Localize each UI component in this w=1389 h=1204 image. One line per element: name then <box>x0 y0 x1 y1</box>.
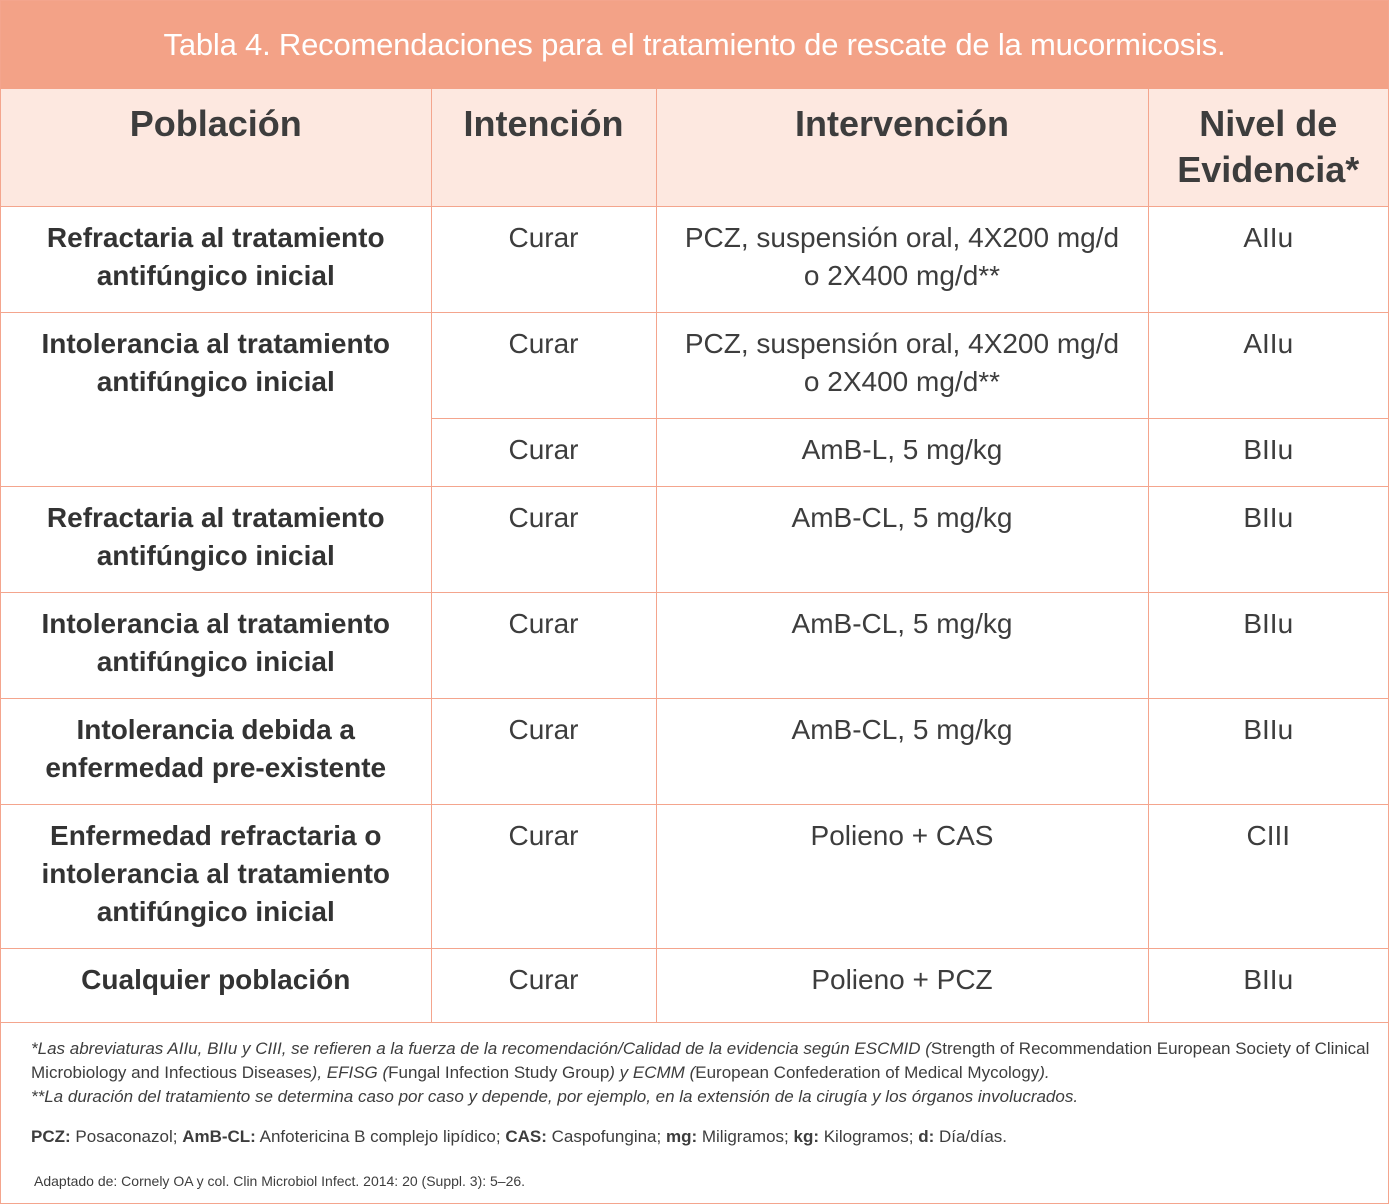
footnotes: *Las abreviaturas AIIu, BIIu y CIII, se … <box>31 1037 1371 1109</box>
abbr-term: AmB-CL: <box>182 1127 256 1146</box>
cell-intencion: Curar <box>430 947 657 1023</box>
cell-poblacion-line2: antifúngico inicial <box>96 365 335 397</box>
cell-poblacion: Refractaria al tratamiento antifúngico in… <box>1 485 432 593</box>
cell-poblacion-line3: antifúngico inicial <box>96 895 335 927</box>
abbr-def: Caspofungina; <box>546 1127 666 1146</box>
table-row: Cualquier población Curar Polieno + PCZ … <box>1 947 1388 1023</box>
cell-intencion: Curar <box>430 485 657 593</box>
cell-poblacion-line1: Intolerancia debida a <box>76 713 356 745</box>
cell-nivel: BIIu <box>1147 947 1388 1023</box>
abbr-def: Anfotericina B complejo lipídico; <box>255 1127 506 1146</box>
source-citation: Adaptado de: Cornely OA y col. Clin Micr… <box>34 1173 526 1189</box>
cell-nivel: AIIu <box>1147 311 1388 419</box>
header-nivel-line2: Evidencia* <box>1177 149 1360 190</box>
footnote-text: ), EFISG ( <box>311 1063 389 1082</box>
cell-poblacion-line2: enfermedad pre-existente <box>45 751 387 783</box>
cell-poblacion-line2: antifúngico inicial <box>96 539 335 571</box>
cell-intervencion: Polieno + PCZ <box>655 947 1149 1023</box>
footnote-text: ) y ECMM ( <box>609 1063 696 1082</box>
table-row: Enfermedad refractaria o intolerancia al … <box>1 803 1388 949</box>
cell-poblacion-line1: Intolerancia al tratamiento <box>41 327 391 359</box>
footnote-abbreviations: *Las abreviaturas AIIu, BIIu y CIII, se … <box>31 1037 1371 1085</box>
cell-intervencion: AmB-L, 5 mg/kg <box>655 417 1149 487</box>
header-intencion: Intención <box>430 89 657 207</box>
cell-intervencion-line2: o 2X400 mg/d** <box>803 259 1001 291</box>
cell-intervencion: PCZ, suspensión oral, 4X200 mg/d o 2X400 … <box>655 205 1149 313</box>
cell-intervencion-line1: PCZ, suspensión oral, 4X200 mg/d <box>684 327 1120 359</box>
cell-poblacion-line2: antifúngico inicial <box>96 645 335 677</box>
cell-nivel: BIIu <box>1147 591 1388 699</box>
cell-poblacion: Intolerancia al tratamiento antifúngico i… <box>1 311 432 487</box>
cell-poblacion: Intolerancia al tratamiento antifúngico i… <box>1 591 432 699</box>
cell-poblacion-line1: Refractaria al tratamiento <box>46 221 385 253</box>
footnote-text: European Confederation of Medical Mycolo… <box>695 1063 1040 1082</box>
header-intervencion: Intervención <box>655 89 1149 207</box>
abbr-term: PCZ: <box>31 1127 71 1146</box>
abbr-def: Kilogramos; <box>819 1127 919 1146</box>
cell-intencion: Curar <box>430 803 657 949</box>
cell-nivel: CIII <box>1147 803 1388 949</box>
cell-intencion: Curar <box>430 205 657 313</box>
cell-poblacion: Refractaria al tratamiento antifúngico in… <box>1 205 432 313</box>
cell-intervencion: PCZ, suspensión oral, 4X200 mg/d o 2X400 … <box>655 311 1149 419</box>
cell-intervencion-line1: PCZ, suspensión oral, 4X200 mg/d <box>684 221 1120 253</box>
cell-intervencion: Polieno + CAS <box>655 803 1149 949</box>
abbr-term: d: <box>918 1127 935 1146</box>
table-row: Curar AmB-L, 5 mg/kg BIIu <box>1 417 1388 487</box>
cell-poblacion-line2: antifúngico inicial <box>96 259 335 291</box>
table-row: Refractaria al tratamiento antifúngico in… <box>1 205 1388 313</box>
header-nivel-line1: Nivel de <box>1199 103 1338 144</box>
cell-nivel: BIIu <box>1147 417 1388 487</box>
cell-intencion: Curar <box>430 697 657 805</box>
table-row: Intolerancia debida a enfermedad pre-exis… <box>1 697 1388 805</box>
cell-poblacion-line1: Refractaria al tratamiento <box>46 501 385 533</box>
abbr-def: Miligramos; <box>697 1127 794 1146</box>
cell-poblacion: Cualquier población <box>1 947 432 1023</box>
header-poblacion: Población <box>1 89 432 207</box>
cell-intervencion: AmB-CL, 5 mg/kg <box>655 591 1149 699</box>
cell-nivel: AIIu <box>1147 205 1388 313</box>
table-title: Tabla 4. Recomendaciones para el tratami… <box>1 1 1388 89</box>
abbr-term: kg: <box>793 1127 820 1146</box>
abbr-term: CAS: <box>505 1127 547 1146</box>
abbr-def: Posaconazol; <box>70 1127 183 1146</box>
footnote-text: ). <box>1039 1063 1050 1082</box>
abbreviation-list: PCZ: Posaconazol; AmB-CL: Anfotericina B… <box>31 1127 1007 1147</box>
footnote-duration: **La duración del tratamiento se determi… <box>31 1087 1079 1106</box>
cell-intervencion: AmB-CL, 5 mg/kg <box>655 697 1149 805</box>
cell-nivel: BIIu <box>1147 697 1388 805</box>
cell-nivel: BIIu <box>1147 485 1388 593</box>
cell-poblacion-line2: intolerancia al tratamiento <box>41 857 391 889</box>
header-nivel-evidencia: Nivel de Evidencia* <box>1147 89 1388 207</box>
abbr-def: Día/días. <box>934 1127 1008 1146</box>
cell-intencion: Curar <box>430 591 657 699</box>
cell-intencion: Curar <box>430 311 657 419</box>
cell-intencion: Curar <box>431 417 657 487</box>
cell-poblacion: Enfermedad refractaria o intolerancia al … <box>1 803 432 949</box>
cell-intervencion: AmB-CL, 5 mg/kg <box>655 485 1149 593</box>
footnote-text: Strength of Recommendation European Soci… <box>31 1039 1370 1082</box>
header-row: Población Intención Intervención Nivel d… <box>1 89 1388 207</box>
table-row: Intolerancia al tratamiento antifúngico i… <box>1 311 1388 487</box>
table-row: Refractaria al tratamiento antifúngico in… <box>1 485 1388 593</box>
cell-poblacion: Intolerancia debida a enfermedad pre-exis… <box>1 697 432 805</box>
abbr-term: mg: <box>665 1127 698 1146</box>
cell-intervencion-line2: o 2X400 mg/d** <box>803 365 1001 397</box>
footnote-text: *Las abreviaturas AIIu, BIIu y CIII, se … <box>31 1039 931 1058</box>
cell-poblacion-line1: Enfermedad refractaria o <box>50 819 382 851</box>
cell-poblacion-line1: Intolerancia al tratamiento <box>41 607 391 639</box>
footnote-text: Fungal Infection Study Group <box>388 1063 610 1082</box>
table-row: Intolerancia al tratamiento antifúngico i… <box>1 591 1388 699</box>
recommendations-table: Población Intención Intervención Nivel d… <box>1 89 1388 1023</box>
